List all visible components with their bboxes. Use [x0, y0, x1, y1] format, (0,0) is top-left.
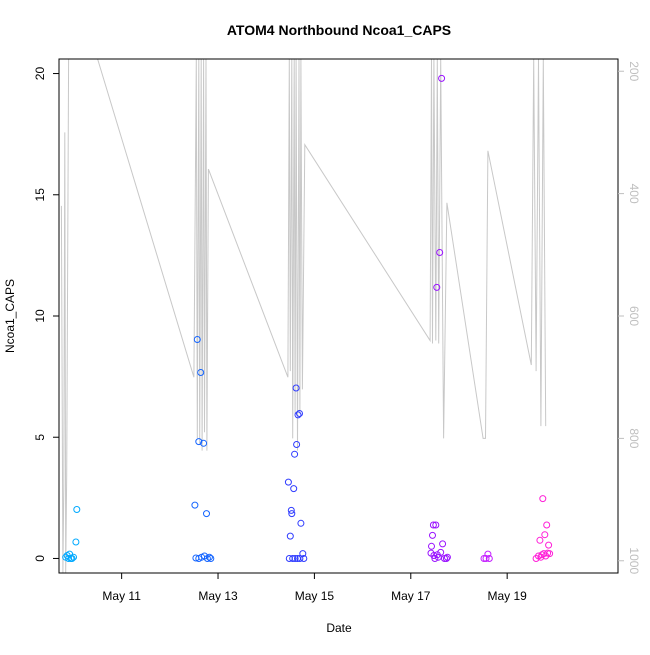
data-point-70 — [543, 521, 551, 529]
y-tick-label-4: 20 — [33, 67, 47, 81]
data-point-24 — [286, 532, 294, 540]
x-axis: May 11 May 13 May 15 May 17 May 19 — [102, 573, 527, 603]
data-point-29 — [291, 450, 299, 458]
secondary-depth-series — [60, 59, 547, 573]
data-point-50 — [436, 249, 444, 256]
chart-title: ATOM4 Northbound Ncoa1_CAPS — [227, 22, 451, 38]
y-tick-label-3: 15 — [33, 188, 47, 202]
data-point-31 — [292, 384, 300, 392]
data-point-2 — [65, 555, 73, 562]
x-tick-label-2: May 15 — [295, 589, 335, 603]
data-point-8 — [73, 506, 81, 513]
data-point-9 — [191, 501, 199, 509]
data-point-56 — [443, 553, 451, 561]
data-point-38 — [299, 550, 307, 558]
data-point-14 — [197, 369, 205, 376]
data-point-42 — [429, 531, 436, 539]
data-point-72 — [545, 541, 553, 549]
data-point-26 — [288, 510, 296, 518]
data-point-52 — [438, 74, 446, 82]
data-point-41 — [428, 542, 435, 550]
data-point-44 — [430, 552, 438, 559]
x-tick-label-0: May 11 — [102, 589, 141, 603]
data-point-39 — [300, 555, 308, 562]
data-point-73 — [546, 550, 554, 558]
x-tick-label-3: May 17 — [391, 589, 431, 603]
y-tick-label-2: 10 — [33, 309, 47, 323]
x-tick-label-1: May 13 — [198, 589, 238, 603]
data-point-19 — [203, 555, 211, 562]
data-point-35 — [296, 410, 303, 417]
data-point-30 — [291, 555, 299, 562]
data-point-21 — [207, 555, 215, 562]
data-point-53 — [439, 540, 447, 548]
y2-tick-label-2: 600 — [627, 306, 641, 326]
y-tick-label-0: 0 — [33, 555, 47, 562]
data-point-59 — [484, 550, 492, 558]
data-point-37 — [297, 519, 305, 527]
data-point-63 — [536, 536, 544, 544]
data-point-22 — [284, 478, 292, 486]
data-point-11 — [193, 336, 201, 343]
data-point-18 — [203, 510, 210, 518]
x-axis-label: Date — [326, 621, 352, 635]
data-point-20 — [205, 553, 213, 561]
data-point-7 — [72, 538, 80, 546]
y2-tick-label-4: 1000 — [627, 547, 641, 574]
x-tick-label-4: May 19 — [487, 589, 527, 603]
y2-tick-label-3: 800 — [627, 428, 641, 448]
data-point-43 — [429, 521, 437, 529]
data-point-68 — [541, 531, 549, 539]
data-point-46 — [432, 521, 440, 529]
data-point-47 — [433, 283, 441, 291]
y-axis: 0 5 10 15 20 — [33, 67, 59, 562]
y-axis-label: Ncoa1_CAPS — [3, 279, 17, 353]
data-point-55 — [442, 555, 450, 562]
y2-tick-label-0: 200 — [627, 61, 641, 81]
data-point-25 — [287, 506, 295, 514]
depth-line — [60, 59, 547, 573]
secondary-y-axis: 200 400 600 800 1000 — [618, 61, 641, 574]
data-point-51 — [437, 548, 445, 556]
data-point-60 — [485, 555, 493, 562]
data-point-58 — [482, 555, 490, 562]
data-point-5 — [68, 555, 76, 562]
data-point-34 — [294, 411, 302, 419]
data-point-27 — [289, 555, 297, 562]
scatter-points — [62, 74, 554, 562]
data-point-12 — [195, 438, 203, 446]
data-point-57 — [480, 555, 488, 562]
data-point-32 — [293, 441, 301, 448]
y2-tick-label-1: 400 — [627, 184, 641, 204]
y-tick-label-1: 5 — [33, 434, 47, 441]
data-point-16 — [200, 439, 208, 447]
data-point-45 — [431, 555, 439, 562]
data-point-6 — [70, 553, 77, 561]
data-point-66 — [539, 495, 547, 503]
data-point-28 — [290, 485, 298, 493]
